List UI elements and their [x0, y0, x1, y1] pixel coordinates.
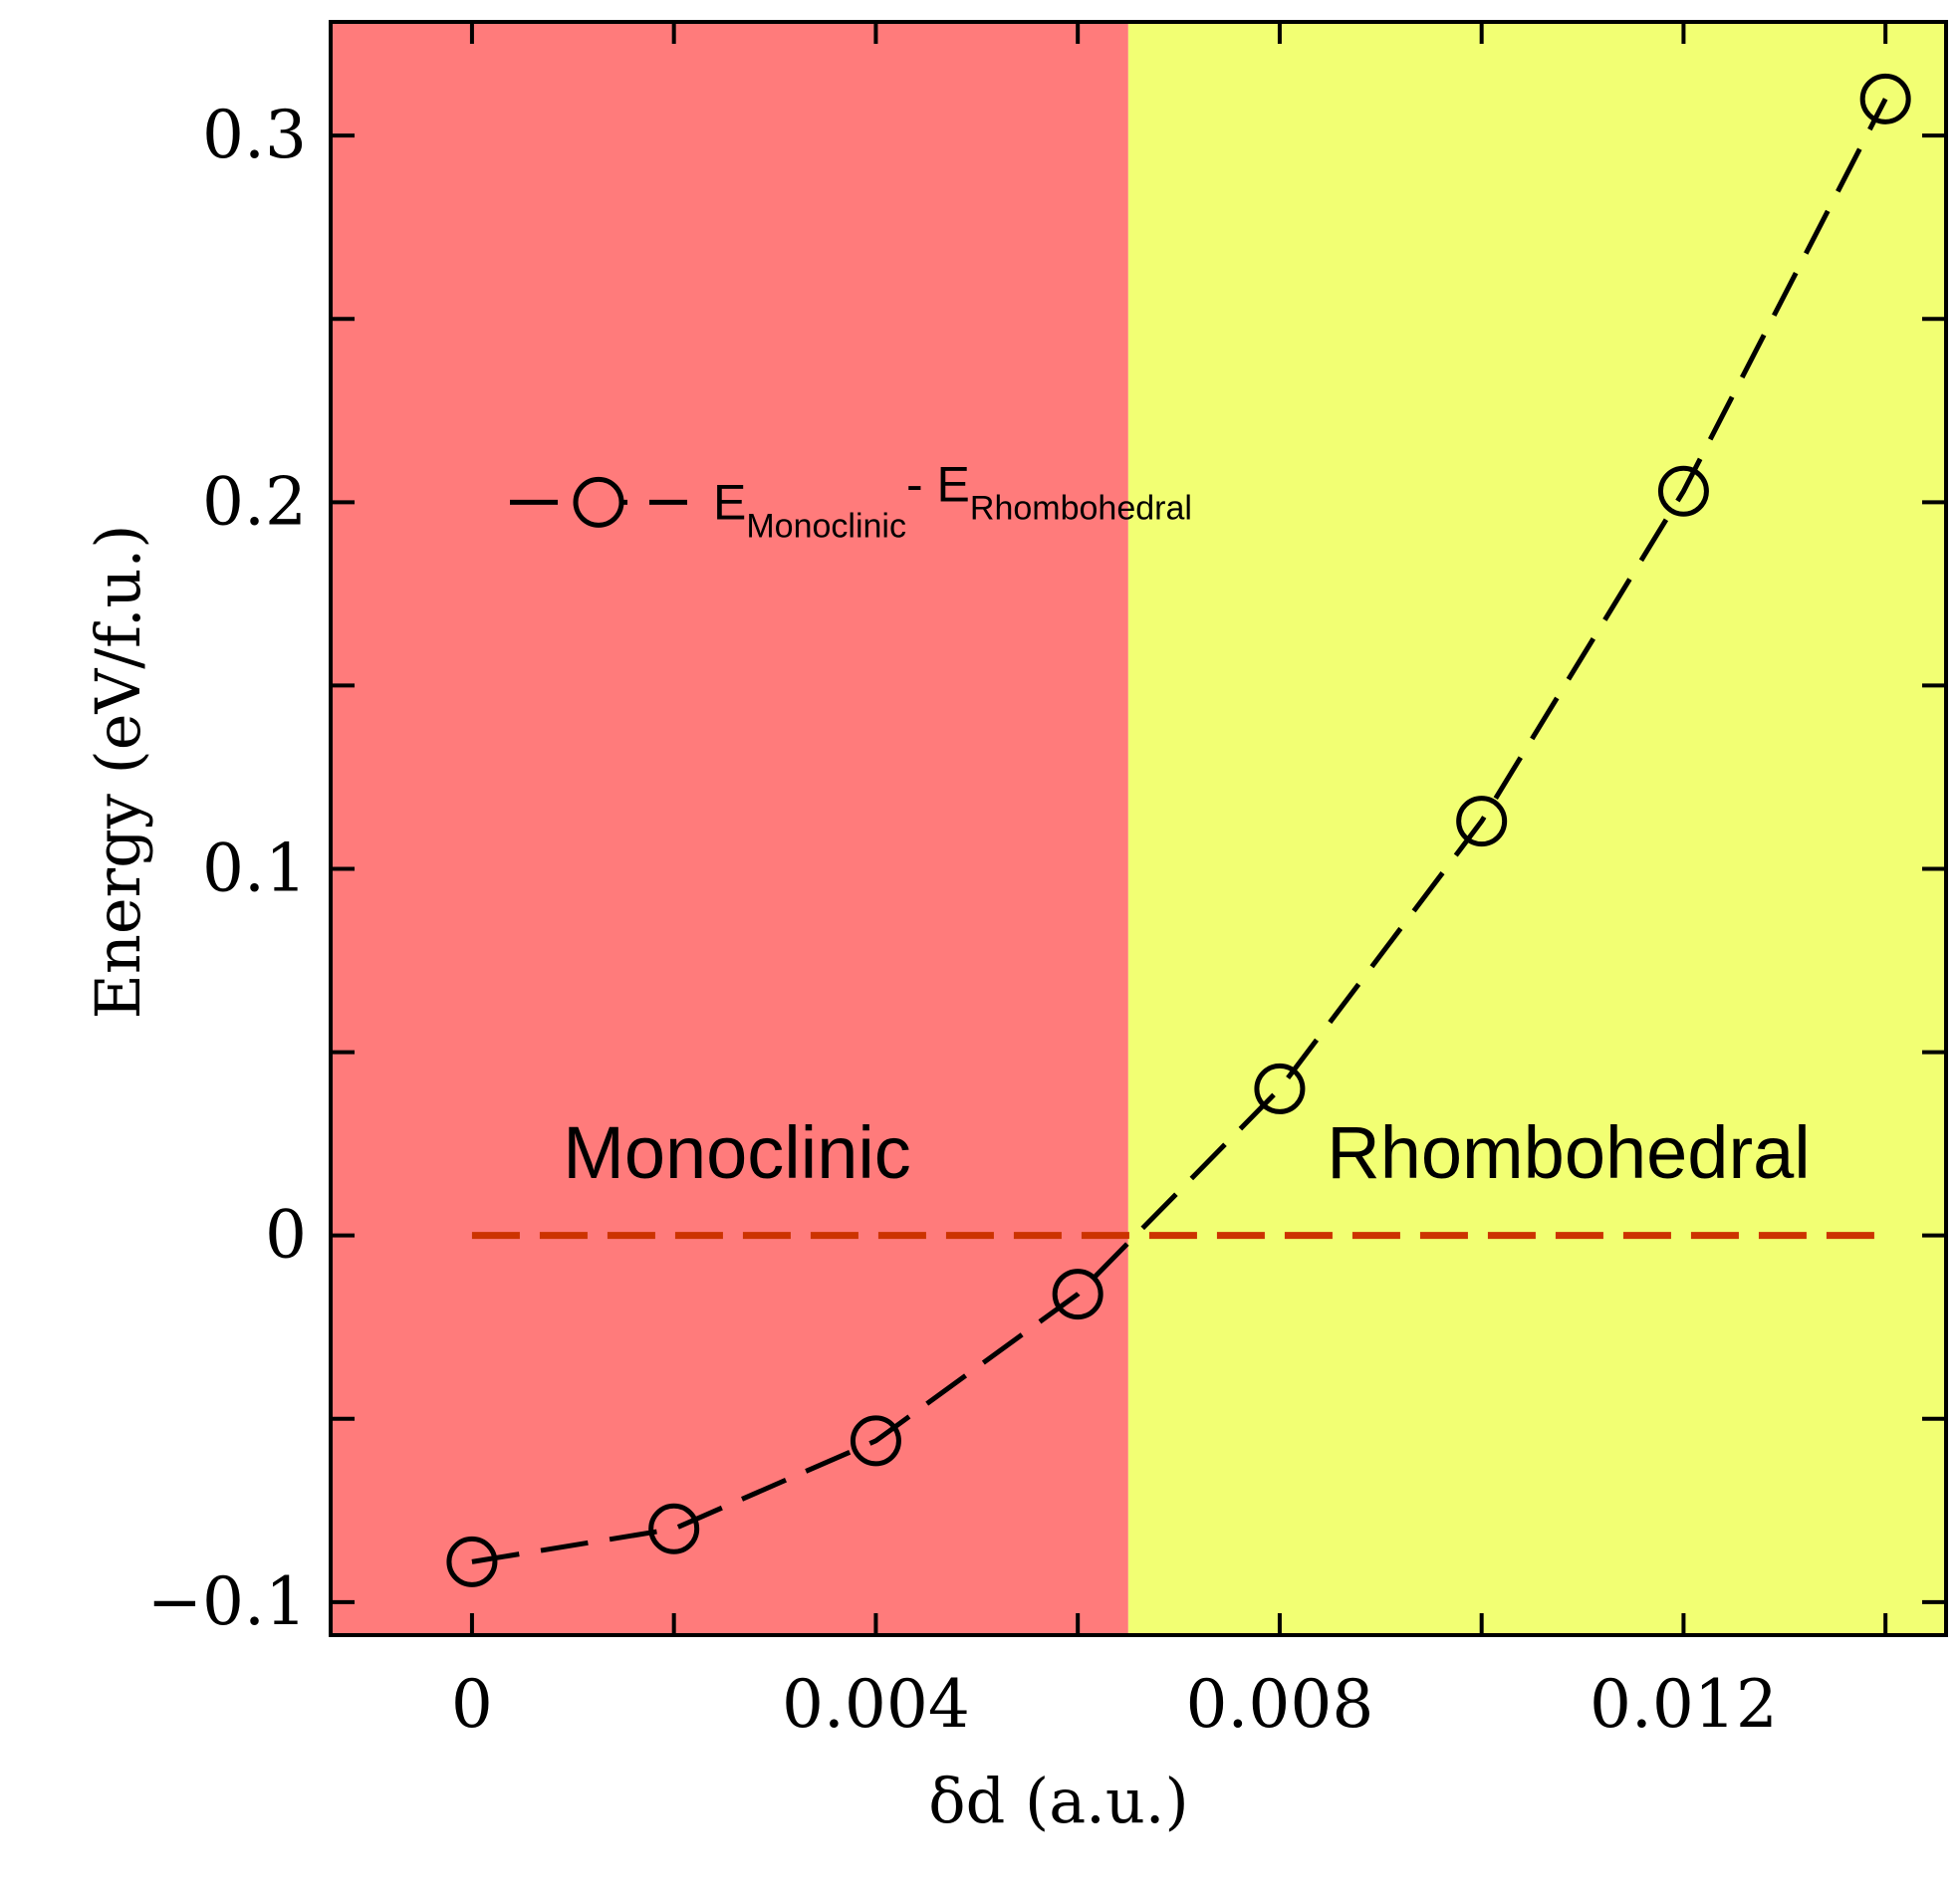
data-point — [1052, 1269, 1103, 1320]
region-1-background — [1127, 22, 1946, 1635]
y-tick-label: 0.1 — [202, 831, 307, 907]
region-label-monoclinic: Monoclinic — [563, 1111, 911, 1194]
y-tick-label: −0.1 — [147, 1563, 307, 1640]
phase-regions — [331, 22, 1946, 1635]
legend-marker-sample — [573, 476, 624, 528]
y-axis-label: Energy (eV/f.u.) — [82, 525, 154, 1020]
x-axis-label: δd (a.u.) — [928, 1765, 1188, 1837]
data-point — [1859, 73, 1911, 124]
legend-label-part: E — [713, 474, 746, 530]
region-label-rhombohedral: Rhombohedral — [1327, 1111, 1810, 1194]
series-curve — [446, 73, 1911, 1587]
y-tick-label: 0.3 — [202, 97, 307, 173]
legend-label-part: - E — [906, 456, 970, 512]
x-tick-label: 0 — [451, 1666, 493, 1743]
x-tick-label: 0.008 — [1185, 1666, 1373, 1743]
data-point — [446, 1536, 498, 1587]
legend: EMonoclinic- ERhombohedral — [510, 456, 1192, 545]
data-point — [1456, 796, 1508, 847]
tick-labels: 0 0.004 0.008 0.012 −0.1 0 0.1 0.2 0.3 — [147, 97, 1778, 1743]
region-0-background — [331, 22, 1128, 1635]
axis-ticks — [331, 22, 1946, 1635]
x-tick-label: 0.004 — [782, 1666, 970, 1743]
legend-label-part: Monoclinic — [746, 507, 906, 545]
data-point — [850, 1415, 901, 1467]
legend-label-part: Rhombohedral — [970, 489, 1192, 527]
x-tick-label: 0.012 — [1590, 1666, 1778, 1743]
plot-frame — [329, 20, 1948, 1637]
y-tick-label: 0 — [265, 1197, 307, 1274]
data-point — [648, 1503, 700, 1554]
data-point — [1254, 1063, 1306, 1114]
series-line — [471, 98, 1888, 1564]
region-labels: Monoclinic Rhombohedral — [563, 1111, 1811, 1194]
legend-label: EMonoclinic- ERhombohedral — [713, 456, 1192, 545]
y-tick-label: 0.2 — [202, 463, 307, 540]
data-point — [1657, 465, 1709, 517]
